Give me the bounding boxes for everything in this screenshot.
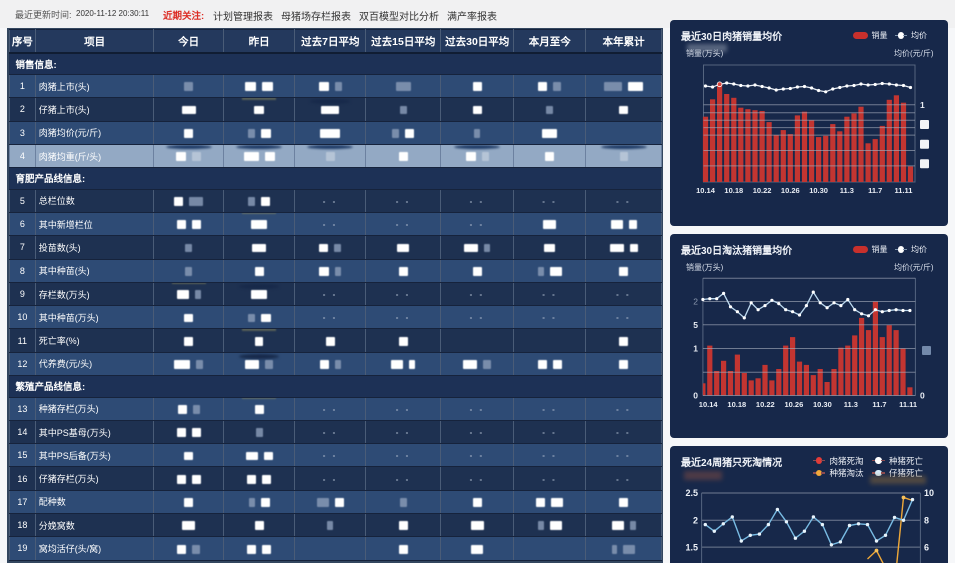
svg-text:10.18: 10.18 bbox=[727, 400, 746, 409]
svg-text:1.5: 1.5 bbox=[685, 542, 698, 552]
svg-text:10.18: 10.18 bbox=[724, 186, 743, 195]
svg-text:11.11: 11.11 bbox=[895, 186, 913, 195]
svg-text:10.30: 10.30 bbox=[813, 400, 832, 409]
svg-text:1: 1 bbox=[920, 100, 925, 110]
svg-text:2.5: 2.5 bbox=[685, 488, 698, 498]
svg-text:11.3: 11.3 bbox=[840, 186, 854, 195]
svg-text:2: 2 bbox=[693, 516, 698, 526]
svg-text:11.7: 11.7 bbox=[872, 400, 886, 409]
svg-text:8: 8 bbox=[924, 516, 929, 526]
svg-text:10.26: 10.26 bbox=[785, 400, 804, 409]
svg-text:6: 6 bbox=[924, 542, 929, 552]
svg-text:0: 0 bbox=[693, 391, 698, 401]
svg-text:10.22: 10.22 bbox=[753, 186, 772, 195]
svg-text:10.30: 10.30 bbox=[809, 186, 828, 195]
svg-text:11.11: 11.11 bbox=[899, 400, 917, 409]
svg-text:1: 1 bbox=[693, 344, 698, 354]
svg-text:5: 5 bbox=[693, 320, 698, 330]
svg-text:10.14: 10.14 bbox=[696, 186, 716, 195]
svg-text:11.7: 11.7 bbox=[868, 186, 882, 195]
svg-text:10: 10 bbox=[924, 488, 934, 498]
svg-text:10.26: 10.26 bbox=[781, 186, 800, 195]
svg-text:11.3: 11.3 bbox=[844, 400, 858, 409]
svg-text:10.22: 10.22 bbox=[756, 400, 775, 409]
svg-text:2: 2 bbox=[693, 297, 698, 307]
svg-text:0: 0 bbox=[920, 391, 925, 401]
svg-text:10.14: 10.14 bbox=[699, 400, 719, 409]
